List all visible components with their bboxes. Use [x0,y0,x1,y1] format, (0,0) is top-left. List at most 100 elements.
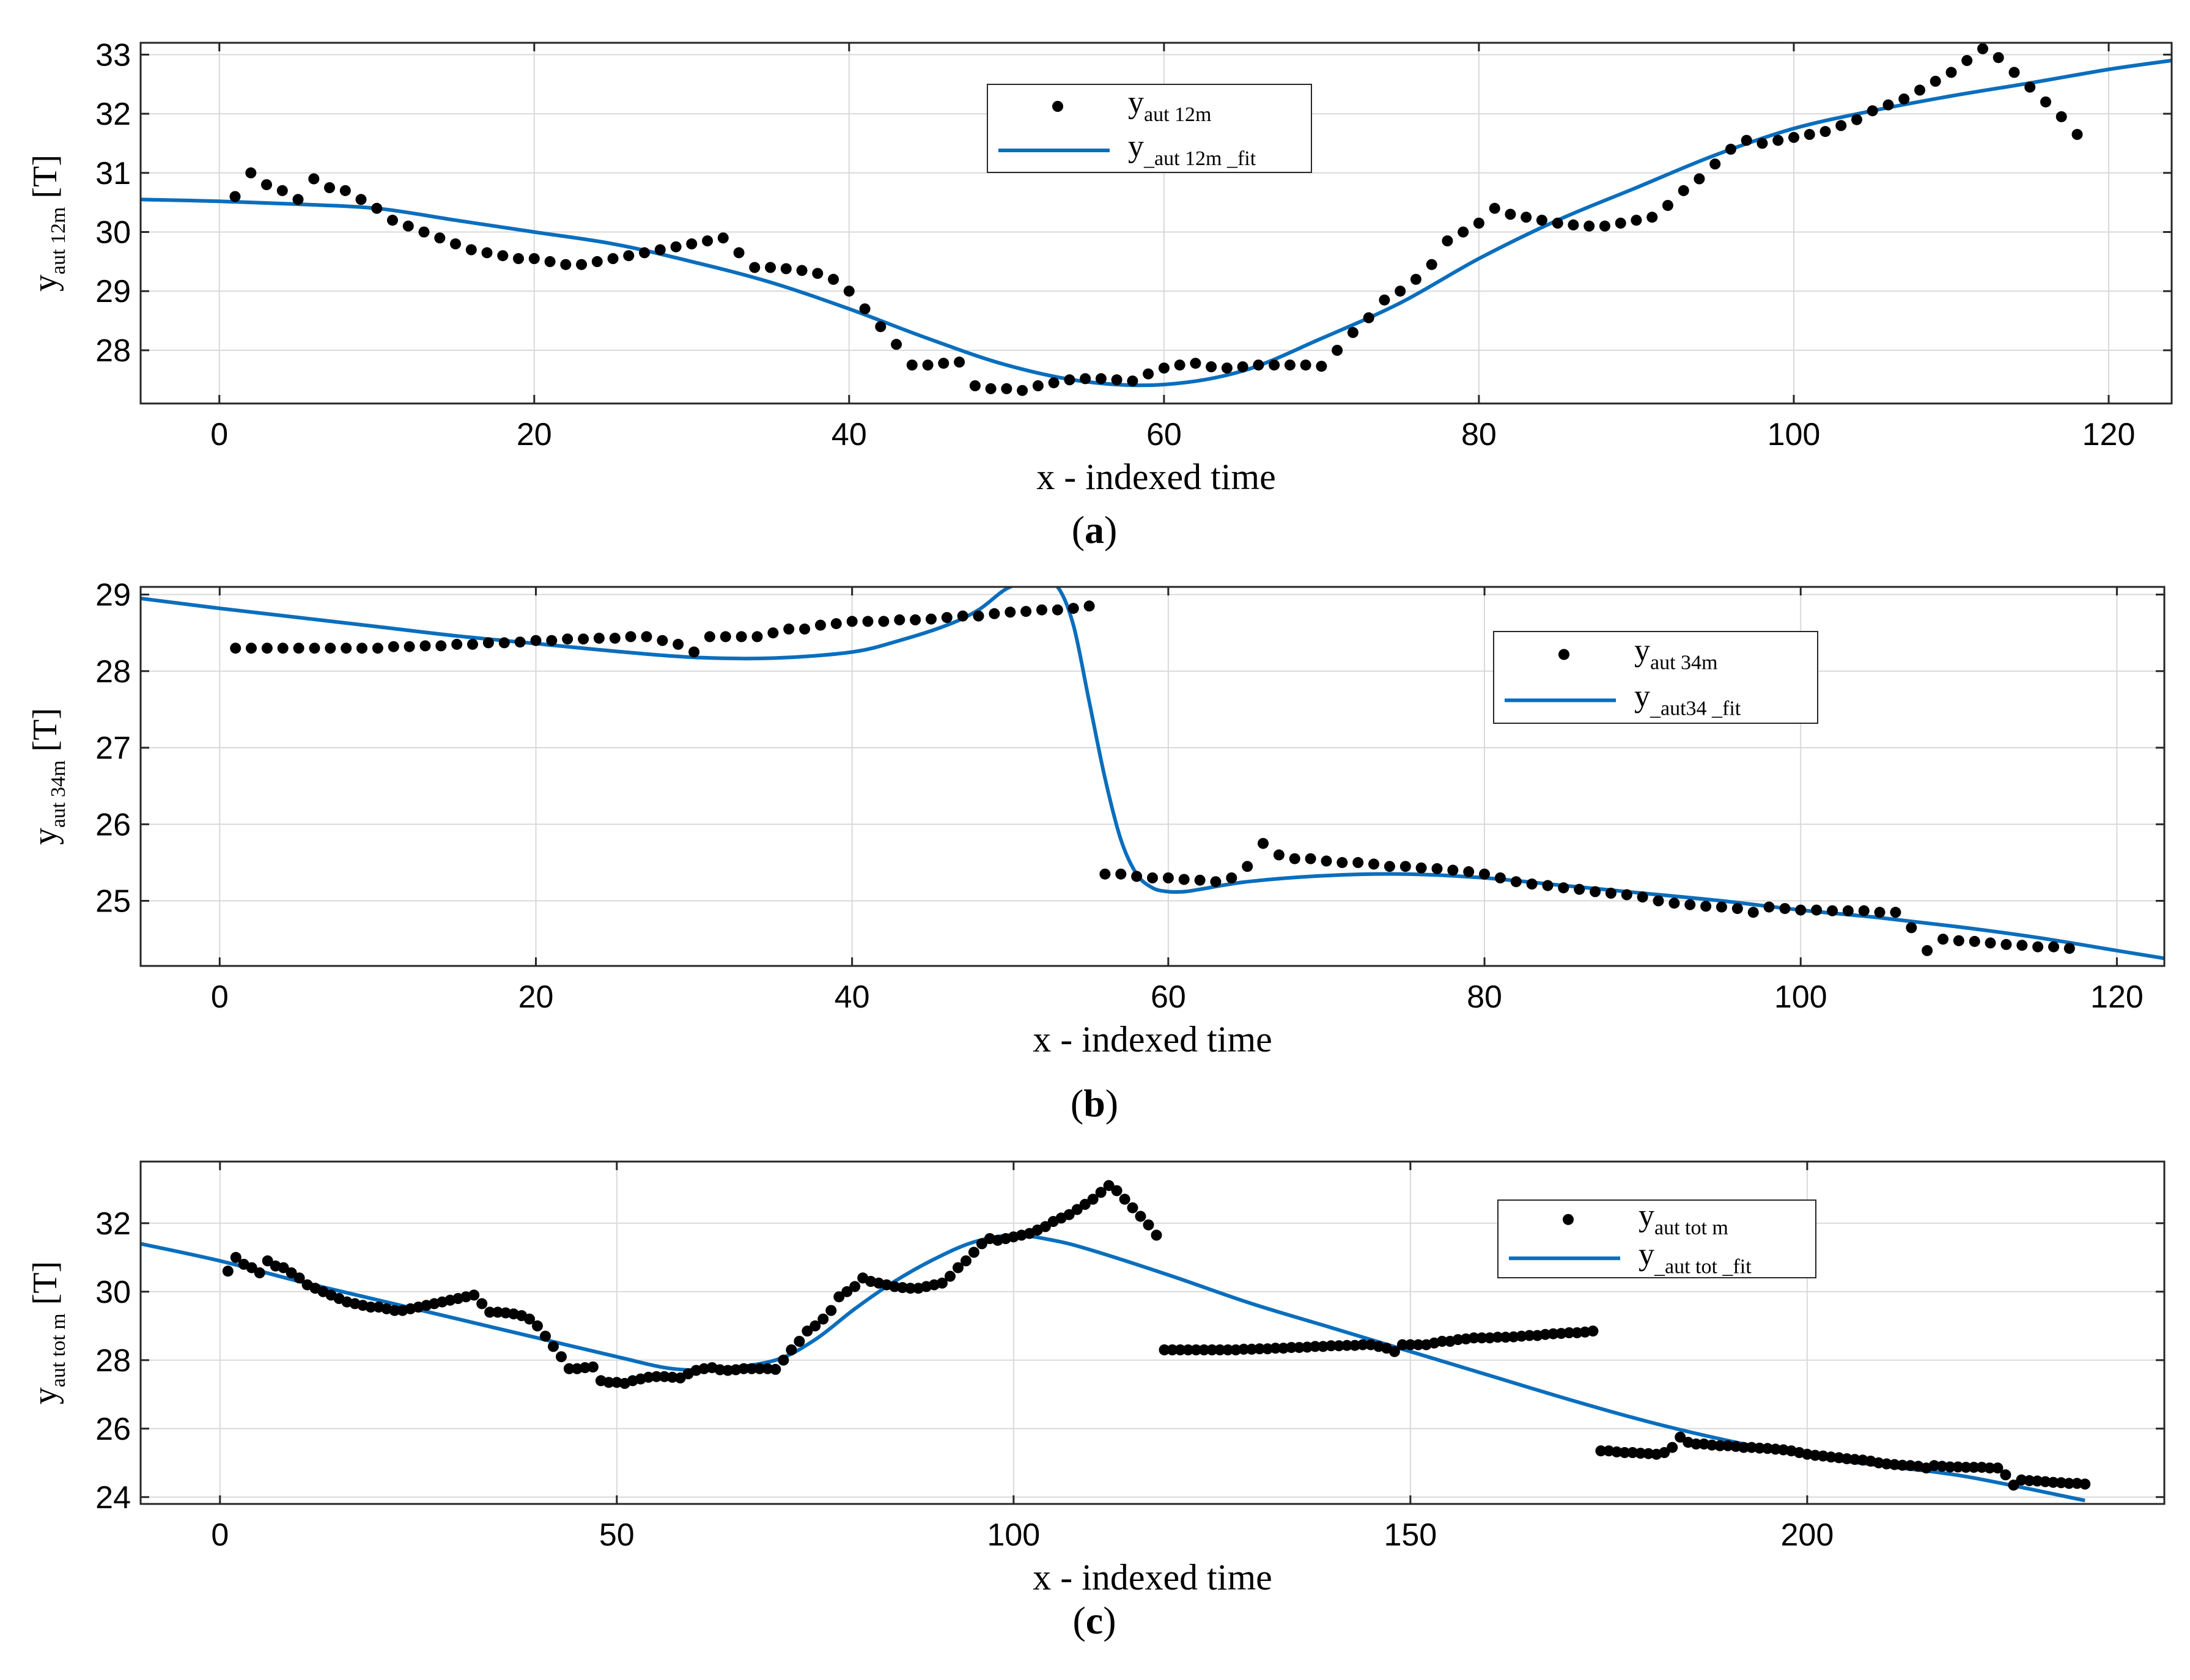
data-point [1484,1332,1495,1344]
x-tick-label: 60 [1146,417,1182,452]
x-tick-label: 0 [211,979,229,1015]
data-point [1731,903,1743,915]
axes-frame [139,42,2173,405]
data-point [973,610,984,622]
data-point [722,1365,734,1376]
data-point [1127,375,1138,387]
data-point [1819,126,1831,138]
data-point [658,1371,670,1382]
data-point [878,616,890,627]
data-point [1080,373,1091,385]
data-point [738,1363,750,1374]
data-point [434,232,446,244]
x-tick-label: 40 [835,979,870,1015]
data-point [754,1363,765,1374]
data-point [643,1371,654,1383]
data-point [1605,888,1617,899]
x-tick-label: 20 [517,417,552,452]
data-point [1945,67,1957,78]
data-point [1851,114,1862,125]
legend-entry-label: y_aut34 _fit [1634,679,1741,720]
data-point [1426,259,1437,270]
data-point [1906,922,1917,934]
data-point [230,1251,241,1263]
data-point [1063,1209,1075,1220]
data-point [309,643,320,654]
data-point [1210,876,1222,888]
data-point [817,1313,829,1325]
x-tick-label: 150 [1384,1517,1437,1553]
data-point [815,619,826,631]
data-point [736,631,747,643]
data-points-group [222,1180,2091,1491]
data-point [1653,895,1664,907]
data-point [524,1313,535,1325]
data-point [891,339,902,350]
data-point [1064,374,1075,386]
data-point [1944,1461,1956,1473]
data-point [657,635,668,646]
data-point [720,631,731,643]
data-point [1659,1447,1670,1458]
data-point [1741,134,1752,146]
data-point [1977,43,1988,54]
x-tick-label: 120 [2090,979,2144,1015]
data-point [1763,901,1775,913]
data-point [540,1330,551,1342]
data-point [308,173,320,185]
data-point [404,641,415,652]
data-point [607,253,619,264]
data-point [579,1362,591,1374]
data-point [2048,1476,2059,1488]
data-point [910,614,921,625]
data-point [941,612,953,624]
data-point [802,1325,813,1337]
data-point [969,380,981,391]
data-point [1284,359,1296,371]
y-axis-label: yaut tot m [T] [26,1261,70,1404]
data-point [246,643,257,654]
data-point [1294,1342,1305,1354]
data-point [765,262,776,273]
data-point [1318,1341,1329,1352]
data-point [1714,1440,1726,1451]
data-point [1662,200,1673,211]
data-point [1574,883,1585,895]
data-point [325,643,336,654]
data-point [1631,215,1642,226]
data-point [1269,359,1280,371]
data-point [465,244,477,256]
legend-box [1497,1199,1816,1278]
data-point [1316,361,1327,372]
x-tick-label: 100 [1768,417,1821,452]
data-point [1067,603,1079,614]
data-point [435,640,447,652]
data-point [1158,363,1170,374]
data-point [1238,1343,1250,1355]
y-tick-label: 26 [95,807,131,842]
legend-entry-main: y [1128,85,1144,120]
data-point [2048,941,2059,952]
y-axis-label-main: y [26,828,64,845]
plot-series-group [141,587,2164,960]
data-point [1036,604,1047,616]
data-point [1516,1330,1527,1342]
data-point [278,1262,289,1273]
data-point [1174,1344,1186,1355]
data-point [1395,286,1406,297]
data-point [603,1377,614,1388]
legend-entry-label: y_aut tot _fit [1639,1237,1752,1278]
data-point [286,1267,297,1278]
data-point [1341,1339,1352,1351]
data-point [1237,361,1248,372]
data-point [953,1262,964,1273]
data-point [1321,855,1332,867]
data-point [926,613,937,625]
data-point [1286,1342,1297,1354]
data-point [1221,363,1233,374]
caption-open-paren: ( [1071,1081,1083,1125]
data-point [1135,1210,1146,1222]
legend-entry-subscript: _aut tot _fit [1654,1255,1752,1278]
data-point [862,616,874,627]
data-point [293,643,304,654]
